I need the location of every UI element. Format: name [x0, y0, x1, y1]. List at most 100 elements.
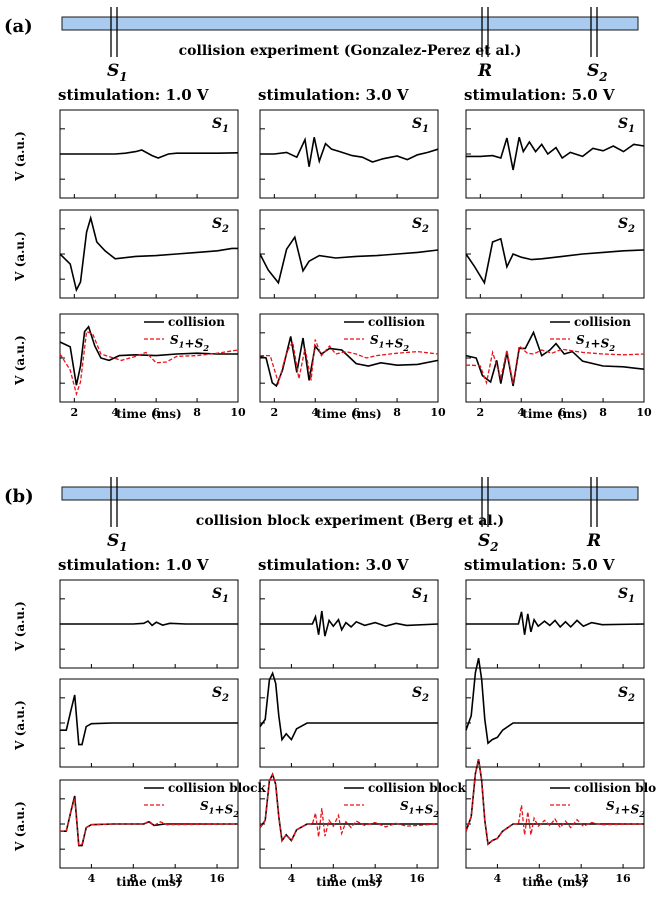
subplot — [59, 209, 239, 299]
subplot: 4 8 12 16 collision block — [465, 759, 656, 885]
column-title: stimulation: 3.0 V — [258, 556, 409, 574]
x-axis-label: time (ms) — [116, 875, 181, 889]
trace-label: S2 — [412, 216, 429, 235]
subplot — [465, 658, 645, 768]
signal-trace — [60, 620, 238, 627]
trace-label: S2 — [618, 685, 635, 704]
sum-trace — [260, 339, 439, 386]
x-tick-label: 8 — [599, 406, 607, 419]
x-tick-label: 4 — [517, 406, 525, 419]
legend-label: S1+S2 — [370, 333, 409, 353]
nerve-bar — [61, 486, 639, 501]
trace-label: S2 — [212, 685, 229, 704]
signal-trace — [260, 610, 439, 637]
x-tick-label: 16 — [409, 872, 425, 885]
sum-trace — [465, 759, 645, 846]
x-axis-label: time (ms) — [316, 407, 381, 421]
collision-trace — [60, 795, 238, 847]
x-tick-label: 6 — [352, 406, 360, 419]
x-tick-label: 6 — [152, 406, 160, 419]
subplot — [259, 209, 439, 299]
subplot — [59, 109, 239, 199]
subplot — [59, 579, 239, 669]
signal-trace — [465, 658, 644, 745]
signal-trace — [260, 136, 439, 167]
signal-trace — [465, 237, 645, 285]
x-tick-label: 4 — [311, 406, 319, 419]
trace-label: S2 — [212, 216, 229, 235]
x-tick-label: 8 — [129, 872, 137, 885]
signal-trace — [466, 136, 645, 171]
x-tick-label: 16 — [209, 872, 225, 885]
electrode-label: S2 — [478, 531, 499, 554]
trace-label: S1 — [212, 586, 229, 605]
collision-trace — [465, 759, 644, 846]
subplot — [465, 579, 645, 669]
signal-trace — [466, 611, 645, 635]
column-title: stimulation: 3.0 V — [258, 86, 409, 104]
x-tick-label: 10 — [636, 406, 652, 419]
sum-trace — [466, 344, 645, 386]
subplot: 2 4 6 8 10 collision — [259, 313, 446, 419]
legend-label: collision block — [574, 781, 656, 795]
nerve-bar — [61, 16, 639, 31]
collision-trace — [259, 336, 439, 388]
sum-trace — [59, 330, 239, 397]
legend-label: S1+S2 — [400, 799, 439, 819]
x-tick-label: 8 — [535, 872, 543, 885]
signal-trace — [259, 235, 439, 285]
legend-label: collision — [574, 315, 631, 329]
subplot — [59, 678, 239, 768]
trace-label: S1 — [618, 586, 635, 605]
signal-trace — [59, 214, 238, 293]
column-title: stimulation: 1.0 V — [58, 556, 209, 574]
x-tick-label: 2 — [270, 406, 278, 419]
y-axis-label: V (a.u.) — [13, 700, 27, 751]
electrode-label: S2 — [587, 61, 608, 84]
x-tick-label: 4 — [288, 872, 296, 885]
electrode-label: S1 — [107, 531, 128, 554]
panel-title: collision experiment (Gonzalez-Perez et … — [179, 43, 522, 59]
legend-label: S1+S2 — [606, 799, 645, 819]
subplot: 2 4 6 8 10 collision — [465, 313, 652, 419]
trace-label: S1 — [618, 116, 635, 135]
x-tick-label: 10 — [230, 406, 246, 419]
x-axis-label: time (ms) — [522, 875, 587, 889]
sum-trace — [259, 772, 439, 843]
signal-trace — [259, 671, 438, 742]
subplot — [465, 209, 645, 299]
electrode-label: R — [586, 531, 601, 551]
trace-label: S1 — [412, 116, 429, 135]
collision-trace — [465, 330, 645, 387]
x-tick-label: 8 — [393, 406, 401, 419]
legend-label: S1+S2 — [170, 333, 209, 353]
x-tick-label: 12 — [574, 872, 589, 885]
y-axis-label: V (a.u.) — [13, 801, 27, 852]
trace-label: S2 — [618, 216, 635, 235]
electrode-label: R — [477, 61, 492, 81]
legend-label: collision — [168, 315, 225, 329]
panel-a: (a) collision experiment (Gonzalez-Perez … — [4, 7, 652, 421]
collision-trace — [59, 325, 238, 386]
column-title: stimulation: 5.0 V — [464, 86, 615, 104]
column-title: stimulation: 1.0 V — [58, 86, 209, 104]
x-axis-label: time (ms) — [522, 407, 587, 421]
electrode-label: S1 — [107, 61, 128, 84]
x-tick-label: 12 — [368, 872, 383, 885]
y-axis-label: V (a.u.) — [13, 601, 27, 652]
x-tick-label: 4 — [111, 406, 119, 419]
trace-label: S1 — [412, 586, 429, 605]
x-axis-label: time (ms) — [316, 875, 381, 889]
sum-trace — [60, 797, 239, 847]
subplot: 4 8 12 16 collision block — [259, 772, 466, 885]
column-title: stimulation: 5.0 V — [464, 556, 615, 574]
subplot — [465, 109, 645, 199]
subplot — [259, 671, 439, 768]
legend-label: collision — [368, 315, 425, 329]
trace-label: S1 — [212, 116, 229, 135]
panel-title: collision block experiment (Berg et al.) — [196, 513, 504, 529]
y-axis-label: V (a.u.) — [13, 131, 27, 182]
x-tick-label: 4 — [88, 872, 96, 885]
panel-label: (a) — [4, 16, 33, 37]
